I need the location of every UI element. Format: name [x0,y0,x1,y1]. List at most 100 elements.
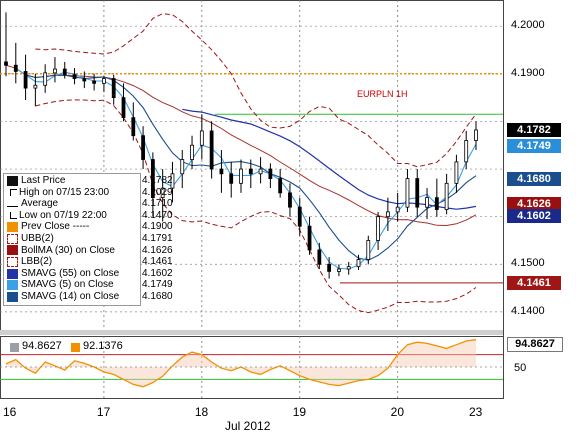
x-tick-label: 16 [3,405,17,419]
legend-symbol-icon [7,280,18,291]
x-tick-label: 18 [194,405,209,419]
x-axis-title: Jul 2012 [225,419,271,433]
legend-label: Prev Close ----- [21,221,90,233]
legend-symbol-icon [7,256,18,267]
legend-entry: High on 07/15 23:00 [4,187,140,199]
legend-symbol-icon [7,175,18,186]
legend-value: 4.1791 [142,233,173,244]
candle-body [405,178,410,208]
candle-body [229,173,234,184]
legend-symbol-icon [7,268,18,279]
candle-body [346,266,351,270]
legend-entry: BollMA (30) on Close [4,245,140,257]
y-tick-label: 4.2000 [511,19,545,32]
candle-body [297,206,302,227]
candle-body [170,173,175,189]
candle-body [239,168,243,184]
legend-label: BollMA (30) on Close [21,244,115,256]
candle-body [385,211,390,218]
candle-body [248,168,253,175]
legend-label: SMAVG (5) on Close [21,279,114,291]
candle-body [307,225,312,251]
legend-label: SMAVG (55) on Close [21,267,120,279]
legend-entry: Last Price [4,175,140,187]
candle-body [180,159,185,175]
oscillator-legend-swatch [10,343,19,352]
legend-symbol-icon [7,291,18,302]
legend-symbol-icon [7,233,18,244]
value-tag: 4.1782 [507,123,561,137]
x-tick-label: 17 [96,405,111,419]
legend-label: Last Price [21,175,66,186]
legend-label: SMAVG (14) on Close [21,290,120,302]
candle-body [160,187,165,199]
candle-body [131,117,136,137]
candle-body [219,168,224,175]
legend-symbol-icon [10,212,17,220]
candle-body [82,78,87,82]
legend-value: 4.1470 [142,209,173,221]
legend-value: 4.1749 [142,279,173,291]
candle-body [464,140,469,163]
candle-body [53,68,57,74]
legend-value: 4.1782 [142,175,173,186]
candle-body [425,197,429,208]
legend-value: 4.1461 [142,256,173,268]
legend-value: 4.1626 [142,244,173,256]
legend-value: 4.2029 [142,186,173,198]
candle-body [395,206,400,213]
y-tick-label: 4.1500 [511,257,545,270]
legend-symbol-icon [7,222,18,233]
chart-title: EURPLN 1H [357,89,408,99]
legend-label: LBB(2) [21,256,53,268]
legend-label: UBB(2) [21,232,54,244]
oscillator-legend-value: 94.8627 [22,340,62,352]
legend-entry: SMAVG (14) on Close [4,291,140,303]
value-tag: 4.1626 [507,197,561,212]
candle-body [121,97,126,119]
legend-value: 4.1680 [142,291,173,302]
value-tag: 4.1749 [507,138,561,153]
candle-body [376,216,380,241]
x-tick-label: 19 [292,405,307,419]
legend-label: Average [21,198,59,210]
upper-bollinger-band [35,13,477,168]
panel-separator [0,330,503,335]
candle-body [317,249,322,265]
candle-body [454,161,459,184]
candle-body [190,144,194,160]
candle-body [199,130,204,146]
legend-entry: LBB(2) [4,256,140,268]
candle-body [62,68,67,76]
oscillator-legend-value: 92.1376 [83,340,123,352]
candle-body [4,61,8,66]
candle-body [23,71,28,89]
candle-body [474,129,478,141]
legend-label: Low on 07/19 22:00 [19,209,107,221]
value-tag: 4.1680 [507,171,561,186]
legend-entry: Average [4,198,140,210]
oscillator-value-tag: 94.8627 [507,337,563,352]
oscillator-ytick: 50 [514,362,527,374]
candle-body [434,197,439,210]
lower-bollinger-band [35,99,477,314]
candle-body [444,182,449,210]
y-tick-label: 4.1900 [511,66,545,79]
value-tag: 4.1602 [507,208,561,223]
candle-body [150,159,155,199]
candle-body [13,64,18,72]
legend-symbol-icon [10,188,17,196]
legend-label: High on 07/15 23:00 [19,186,110,198]
candle-body [209,130,214,170]
x-tick-label: 20 [390,405,405,419]
candle-body [43,72,48,86]
x-tick-label: 23 [469,405,483,419]
candle-body [288,192,292,208]
legend-entry: UBB(2) [4,233,140,245]
legend-symbol-icon [7,205,18,207]
legend-value: 4.1602 [142,267,173,279]
candle-body [327,263,332,272]
oscillator-area [6,339,476,387]
legend-symbol-icon [7,245,18,256]
legend-entry: Prev Close ----- [4,221,140,233]
